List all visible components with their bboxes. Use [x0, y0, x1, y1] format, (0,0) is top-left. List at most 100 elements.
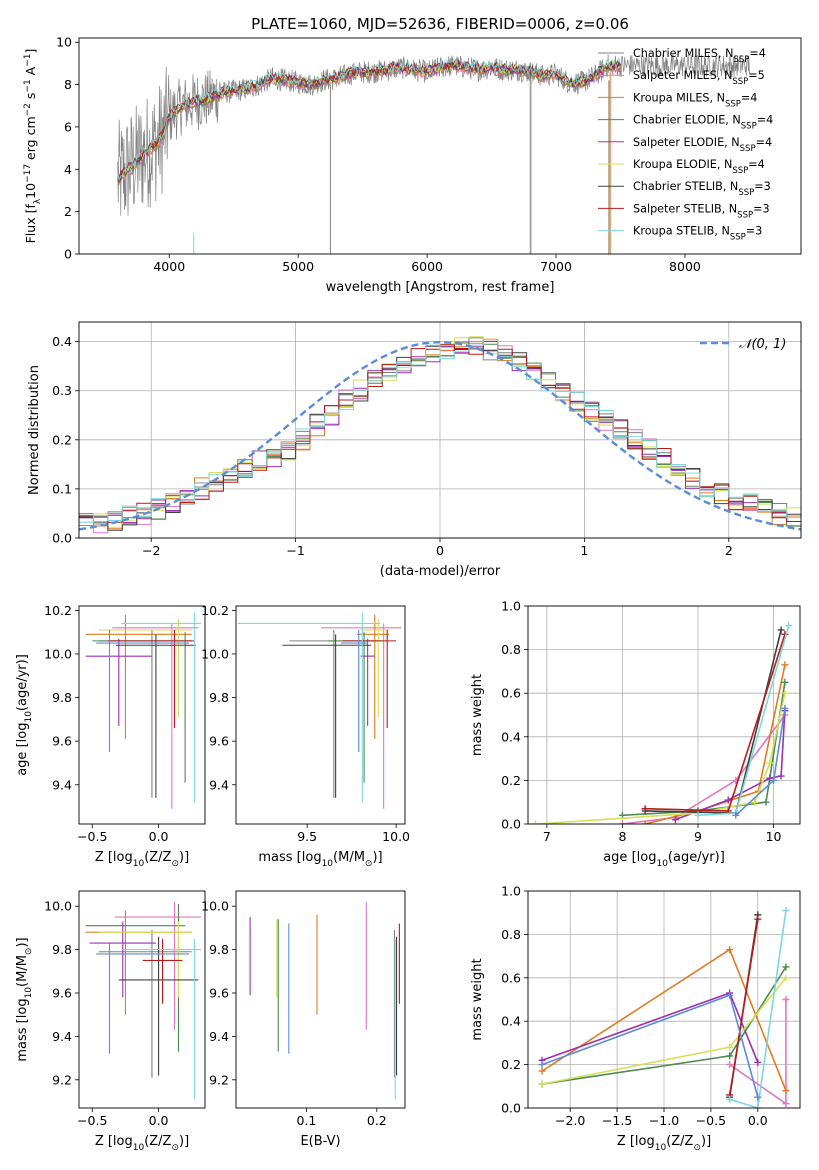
axes-frame [235, 605, 406, 825]
tick-label-x: −0.5 [77, 1113, 107, 1128]
errorbar-point [340, 629, 368, 753]
errorbar-point [121, 938, 202, 1100]
errorbar-point [96, 629, 190, 753]
weight-marker [781, 678, 789, 686]
legend-entry: Kroupa MILES, NSSP=4 [633, 91, 757, 109]
weight-marker [671, 816, 679, 824]
tick-label-y: 9.6 [209, 734, 229, 749]
tick-label-x: 2 [725, 543, 733, 558]
tick-label-y: 9.8 [52, 690, 72, 705]
axes-age_vs_mass: 9.5 10.0 9.4 9.6 9.8 10.0 10.2 mass [log10(M/M⊙… [201, 603, 410, 869]
tick-label-x: 7 [543, 829, 551, 844]
weight-line [645, 634, 786, 812]
weight-series [694, 622, 793, 819]
weight-marker [754, 1058, 762, 1066]
tick-label-y: 9.6 [52, 734, 72, 749]
weight-marker [782, 974, 790, 982]
weight-series [726, 907, 790, 1108]
errorbar-point [118, 936, 199, 1076]
tick-label-x: −1.5 [602, 1113, 632, 1128]
weight-marker [726, 1061, 734, 1069]
errorbar-point [96, 943, 190, 1054]
weight-marker [532, 820, 540, 824]
tick-label-x: 0 [436, 543, 444, 558]
plot-area [538, 907, 790, 1108]
model-series-line [117, 58, 621, 182]
weight-series [641, 626, 785, 817]
legend-entry: Chabrier STELIB, NSSP=3 [633, 180, 771, 198]
plot-area [79, 336, 801, 534]
tick-label-x: 10 [766, 829, 782, 844]
weight-marker [782, 963, 790, 971]
errorbar-point [360, 638, 375, 726]
tick-label-x: −0.5 [77, 829, 107, 844]
weight-marker [732, 811, 740, 819]
tick-label-x: 7000 [540, 259, 572, 274]
tick-label-x: 4000 [153, 259, 185, 274]
weight-series [726, 996, 790, 1108]
tick-label-y: 0.2 [501, 773, 521, 788]
plot-area [237, 612, 402, 809]
errorbar-point [328, 632, 382, 783]
weight-marker [777, 626, 785, 634]
weight-marker [781, 661, 789, 669]
weight-marker [538, 1061, 546, 1069]
tick-label-y: 10.0 [201, 899, 229, 914]
axes-weight_vs_Z: −2.0 −1.5 −1.0 −0.5 0.0 0.0 0.2 0.4 0.6 0.8 1.0 Z [… [470, 884, 801, 1153]
weight-marker [782, 907, 790, 915]
legend-entry: 𝒩(0, 1) [739, 337, 786, 352]
tick-label-x: 6000 [411, 259, 443, 274]
plot-area [85, 612, 202, 809]
tick-label-y: 0.2 [501, 1057, 521, 1072]
legend-entry: Salpeter ELODIE, NSSP=4 [633, 136, 772, 154]
tick-label-y: 0.8 [501, 642, 521, 657]
tick-label-y: 1.0 [501, 599, 521, 614]
errorbar-point [85, 904, 186, 1052]
plot-area [85, 901, 202, 1100]
tick-label-x: −0.5 [696, 1113, 726, 1128]
x-axis-label: age [log10(age/yr)] [603, 850, 725, 869]
weight-marker [777, 772, 785, 780]
weight-marker [782, 996, 790, 1003]
errorbar-point [360, 619, 389, 718]
tick-label-x: 8000 [669, 259, 701, 274]
errorbar-point [114, 901, 202, 1030]
y-axis-label: mass [log10(M/M⊙)] [15, 937, 34, 1061]
tick-label-y: 9.8 [209, 942, 229, 957]
weight-marker [538, 1067, 546, 1075]
tick-label-x: 9 [694, 829, 702, 844]
weight-line [541, 994, 759, 1098]
tick-label-x: 8 [618, 829, 626, 844]
weight-marker [726, 1052, 734, 1060]
weight-marker [754, 1104, 762, 1108]
errorbar-point [98, 619, 192, 718]
legend-entry: Kroupa STELIB, NSSP=3 [633, 225, 762, 243]
axes-weight_vs_age: 7 8 9 10 0.0 0.2 0.4 0.6 0.8 1.0 age [log10(age/yr… [470, 599, 801, 869]
tick-label-x: −2 [142, 543, 160, 558]
tick-label-x: 0.0 [149, 1113, 169, 1128]
tick-label-y: 8 [64, 77, 72, 92]
axes-frame [235, 890, 406, 1109]
weight-marker [694, 811, 702, 819]
histogram-series [79, 339, 801, 523]
x-axis-label: Z [log10(Z/Z⊙)] [617, 1134, 711, 1153]
tick-label-y: 0.8 [501, 927, 521, 942]
errorbar-point [108, 629, 195, 729]
tick-label-y: 10.2 [201, 603, 229, 618]
axes-spectrum: 4000 5000 6000 7000 8000 0 2 4 6 8 10 Chabrier MILE… [23, 35, 802, 295]
plot-area [117, 53, 750, 254]
tick-label-x: 1 [580, 543, 588, 558]
weight-marker [726, 991, 734, 999]
axes-frame [78, 605, 206, 825]
plot-area [532, 622, 793, 824]
x-axis-label: E(B-V) [300, 1134, 340, 1149]
tick-label-y: 0.0 [52, 531, 72, 546]
tick-label-y: 9.4 [52, 1029, 72, 1044]
x-axis-label: Z [log10(Z/Z⊙)] [95, 850, 189, 869]
tick-label-y: 9.6 [209, 985, 229, 1000]
tick-label-y: 0.0 [501, 817, 521, 832]
errorbar-point [89, 921, 156, 998]
tick-label-y: 0 [64, 247, 72, 262]
weight-line [728, 919, 759, 1096]
